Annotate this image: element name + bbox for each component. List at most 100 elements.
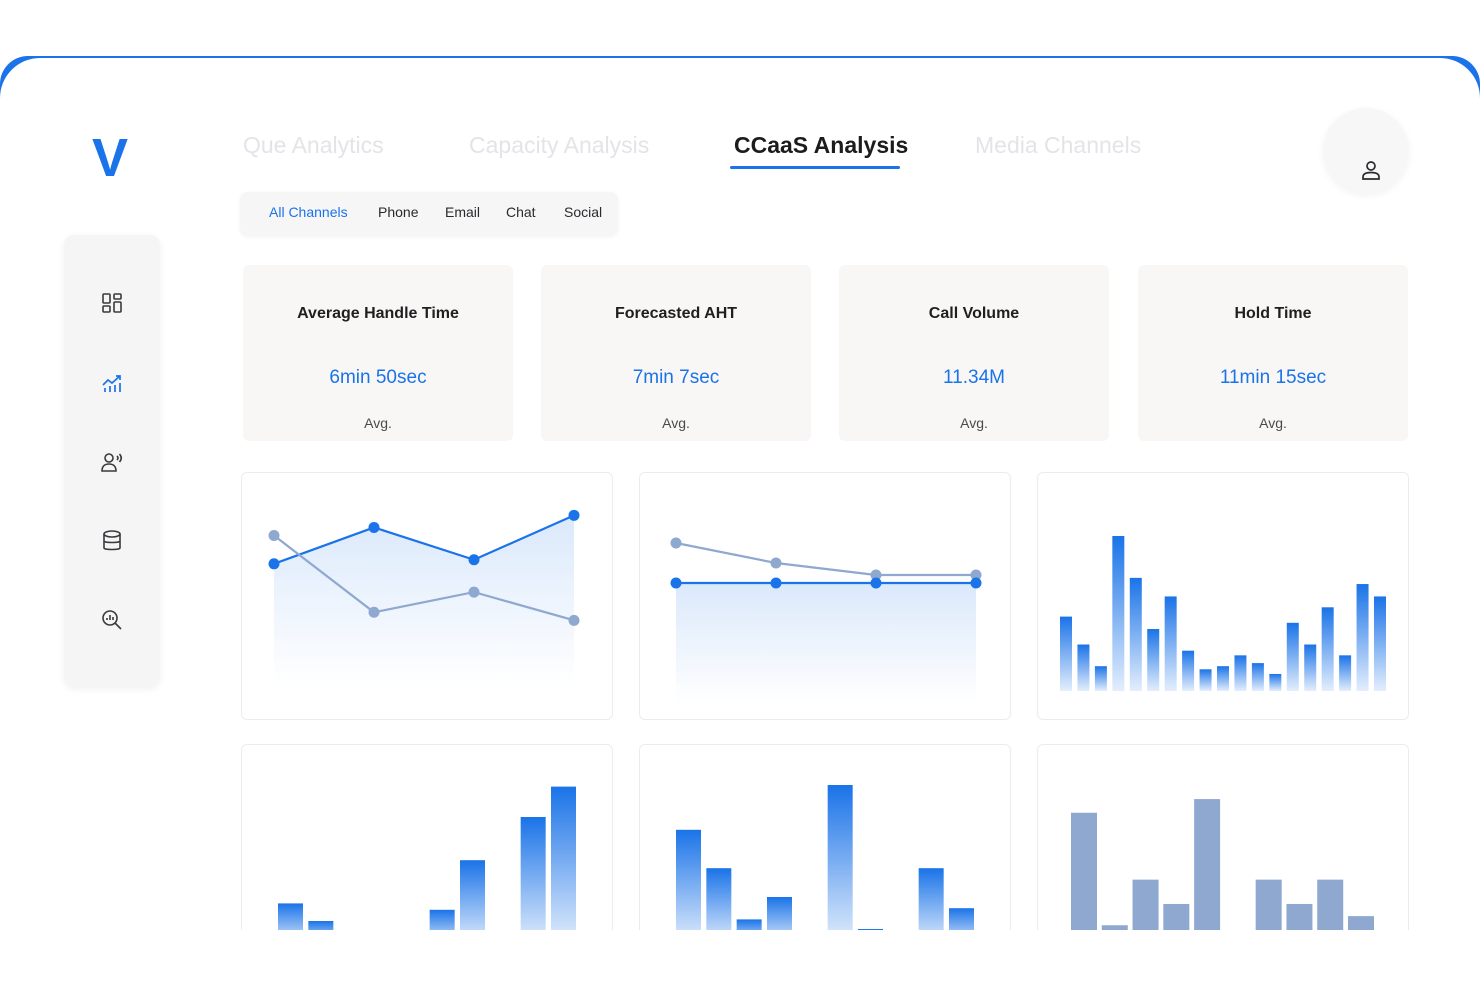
filter-all-channels[interactable]: All Channels	[269, 204, 348, 220]
bar	[1129, 577, 1142, 691]
tab-capacity-analysis[interactable]: Capacity Analysis	[469, 132, 650, 158]
kpi-subtitle: Avg.	[662, 415, 690, 431]
data-point	[468, 554, 480, 566]
chart-6	[1071, 799, 1374, 930]
chart-3	[1060, 536, 1386, 691]
sidebar-item-analytics[interactable]	[98, 369, 126, 397]
bar	[1071, 812, 1097, 930]
series-area	[274, 515, 574, 685]
chart-4	[278, 786, 576, 930]
filter-phone[interactable]: Phone	[378, 204, 419, 220]
app-window: V	[0, 58, 1480, 930]
data-point	[670, 577, 682, 589]
data-point	[770, 557, 782, 569]
sidebar	[64, 235, 160, 687]
data-point	[870, 569, 882, 581]
kpi-card-average-handle-time: Average Handle Time 6min 50sec Avg.	[243, 265, 513, 441]
active-tab-indicator	[730, 166, 900, 169]
series-area	[676, 583, 976, 703]
channel-filter: All Channels Phone Email Chat Social	[240, 192, 618, 236]
chart-panel-4	[241, 744, 613, 930]
kpi-title: Hold Time	[1234, 305, 1312, 322]
tab-que-analytics[interactable]: Que Analytics	[243, 132, 384, 158]
filter-email[interactable]: Email	[445, 204, 481, 220]
sidebar-item-database[interactable]	[98, 527, 126, 555]
bar	[308, 921, 334, 930]
user-icon	[1362, 161, 1380, 180]
kpi-title: Forecasted AHT	[614, 305, 738, 322]
user-avatar-button[interactable]	[1323, 108, 1409, 194]
data-point	[970, 569, 982, 581]
bar	[1217, 666, 1229, 691]
chart-panel-6	[1037, 744, 1409, 930]
bar	[520, 817, 546, 930]
filter-chat[interactable]: Chat	[506, 204, 536, 220]
bar	[1132, 879, 1159, 930]
chart-panel-5	[639, 744, 1011, 930]
bar	[1194, 799, 1221, 930]
bar	[706, 868, 732, 930]
bar	[1060, 616, 1072, 691]
kpi-card-hold-time: Hold Time 11min 15sec Avg.	[1138, 265, 1408, 441]
chart-1	[268, 509, 580, 685]
kpi-card-call-volume: Call Volume 11.34M Avg.	[839, 265, 1109, 441]
bar	[1356, 584, 1369, 691]
kpi-title: Call Volume	[928, 305, 1020, 322]
kpi-value: 7min 7sec	[632, 367, 720, 388]
bar	[1255, 879, 1282, 930]
bar	[1234, 655, 1247, 691]
data-point	[770, 577, 782, 589]
bar	[918, 868, 944, 930]
bar	[1094, 666, 1107, 691]
bar	[827, 785, 853, 930]
voice-agent-icon	[101, 453, 123, 472]
bar	[676, 829, 701, 930]
bar	[1374, 596, 1386, 691]
filter-social[interactable]: Social	[564, 204, 603, 220]
data-point	[468, 586, 480, 598]
bar	[736, 919, 762, 930]
series-line-1	[675, 541, 976, 577]
sidebar-item-search-analytics[interactable]	[98, 606, 126, 634]
data-point	[368, 521, 380, 533]
bar	[1339, 655, 1352, 691]
bar	[278, 903, 303, 930]
chart-panel-2	[639, 472, 1011, 720]
bar	[1321, 607, 1334, 691]
tab-ccaas-analysis[interactable]: CCaaS Analysis	[734, 132, 909, 158]
database-icon	[103, 530, 121, 551]
bar	[1147, 629, 1160, 691]
chart-2	[670, 537, 982, 703]
bar	[551, 786, 576, 930]
kpi-title: Average Handle Time	[297, 305, 459, 322]
kpi-subtitle: Avg.	[1259, 415, 1287, 431]
bar	[460, 860, 485, 930]
chart-panel-3	[1037, 472, 1409, 720]
bar	[1251, 663, 1264, 691]
kpi-value: 11.34M	[943, 367, 1005, 388]
bar	[1182, 650, 1195, 691]
tab-media-channels[interactable]: Media Channels	[975, 132, 1142, 158]
analytics-chart-icon	[102, 375, 121, 392]
bar	[1101, 925, 1128, 930]
bar	[1163, 903, 1190, 930]
chart-5	[676, 785, 974, 930]
data-point	[368, 606, 380, 618]
data-point	[670, 537, 682, 549]
sidebar-item-dashboard[interactable]	[98, 289, 126, 317]
kpi-card-forecasted-aht: Forecasted AHT 7min 7sec Avg.	[541, 265, 811, 441]
sidebar-item-voice[interactable]	[98, 448, 126, 476]
data-point	[568, 509, 580, 521]
bar	[1199, 669, 1212, 691]
bar	[1317, 879, 1344, 930]
bar	[1286, 622, 1299, 691]
bar	[1077, 644, 1090, 691]
bar	[1286, 903, 1313, 930]
chart-panel-1	[241, 472, 613, 720]
data-point	[568, 614, 580, 626]
data-point	[268, 558, 280, 570]
bar	[429, 909, 455, 930]
search-analytics-icon	[102, 610, 122, 630]
data-point	[970, 577, 982, 589]
kpi-subtitle: Avg.	[960, 415, 988, 431]
